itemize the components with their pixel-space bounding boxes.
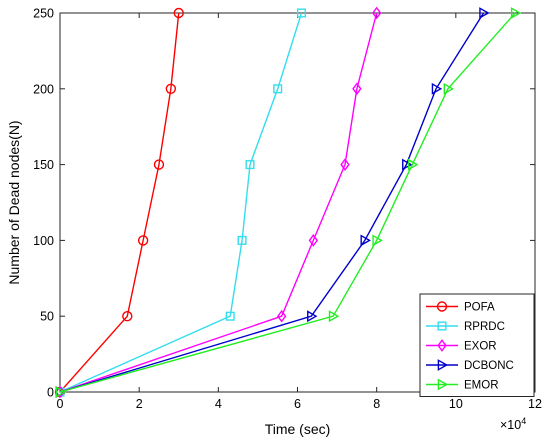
y-tick-label: 100	[33, 234, 54, 248]
y-tick-label: 0	[47, 386, 54, 400]
x-tick-label: 8	[373, 397, 380, 411]
data-point-marker	[237, 235, 247, 245]
data-point-marker	[328, 310, 340, 323]
series-line	[59, 12, 516, 393]
legend-label: RPRDC	[464, 321, 505, 333]
data-point-marker	[479, 7, 490, 19]
data-point-marker	[137, 235, 149, 246]
x-tick-label: 0	[57, 397, 64, 411]
data-point-marker	[225, 311, 235, 321]
legend-item-dcbonc: DCBONC	[426, 359, 514, 372]
series-line	[59, 12, 180, 393]
legend: POFA RPRDC EXOR DCBONC EMOR	[419, 293, 535, 397]
y-tick-label: 250	[33, 7, 54, 21]
data-point-marker	[437, 321, 447, 331]
data-point-marker	[122, 311, 133, 322]
x-axis-label: Time (sec)	[265, 421, 331, 437]
series-rprdc	[55, 8, 306, 397]
data-point-marker	[437, 378, 449, 391]
data-point-marker	[431, 82, 443, 95]
data-point-marker	[55, 386, 67, 398]
x-axis-exponent: ×104	[500, 416, 526, 432]
data-point-marker	[165, 83, 177, 95]
series-layer	[54, 6, 522, 399]
data-point-marker	[153, 159, 165, 170]
data-point-marker	[402, 158, 413, 171]
data-point-marker	[437, 359, 449, 371]
legend-item-emor: EMOR	[426, 378, 499, 392]
data-point-marker	[308, 234, 319, 247]
x-exponent-power: 4	[521, 416, 526, 426]
x-tick-label: 10	[449, 397, 463, 411]
data-point-marker	[352, 82, 362, 96]
data-point-marker	[360, 234, 371, 247]
legend-label: POFA	[464, 302, 495, 314]
x-tick-label: 4	[215, 397, 222, 411]
x-tick-label: 6	[294, 397, 301, 411]
data-point-marker	[340, 158, 350, 171]
x-exponent-base: ×10	[500, 418, 521, 432]
y-tick-label: 200	[33, 82, 54, 96]
x-tick-label: 12	[528, 397, 542, 411]
data-point-marker	[245, 160, 255, 170]
series-line	[59, 12, 303, 393]
data-point-marker	[443, 82, 455, 95]
y-axis-label: Number of Dead nodes(N)	[6, 120, 22, 284]
series-line	[59, 12, 378, 393]
legend-item-rprdc: RPRDC	[426, 321, 505, 333]
data-point-marker	[437, 339, 447, 352]
data-point-marker	[173, 7, 184, 19]
x-tick-label: 2	[136, 397, 143, 411]
data-point-marker	[296, 8, 306, 18]
data-point-marker	[307, 310, 318, 323]
legend-item-pofa: POFA	[426, 301, 495, 314]
data-point-marker	[273, 84, 283, 94]
data-point-marker	[372, 234, 383, 247]
legend-label: EMOR	[464, 380, 499, 392]
y-tick-label: 150	[33, 158, 54, 172]
data-point-marker	[407, 158, 419, 171]
legend-label: DCBONC	[464, 360, 514, 372]
data-point-marker	[436, 301, 448, 312]
data-point-marker	[371, 6, 382, 20]
series-line	[59, 12, 485, 393]
y-tick-label: 50	[40, 310, 54, 324]
data-point-marker	[276, 309, 287, 323]
series-emor	[55, 7, 522, 398]
legend-label: EXOR	[464, 341, 497, 353]
data-point-marker	[510, 7, 522, 19]
legend-item-exor: EXOR	[426, 339, 497, 353]
